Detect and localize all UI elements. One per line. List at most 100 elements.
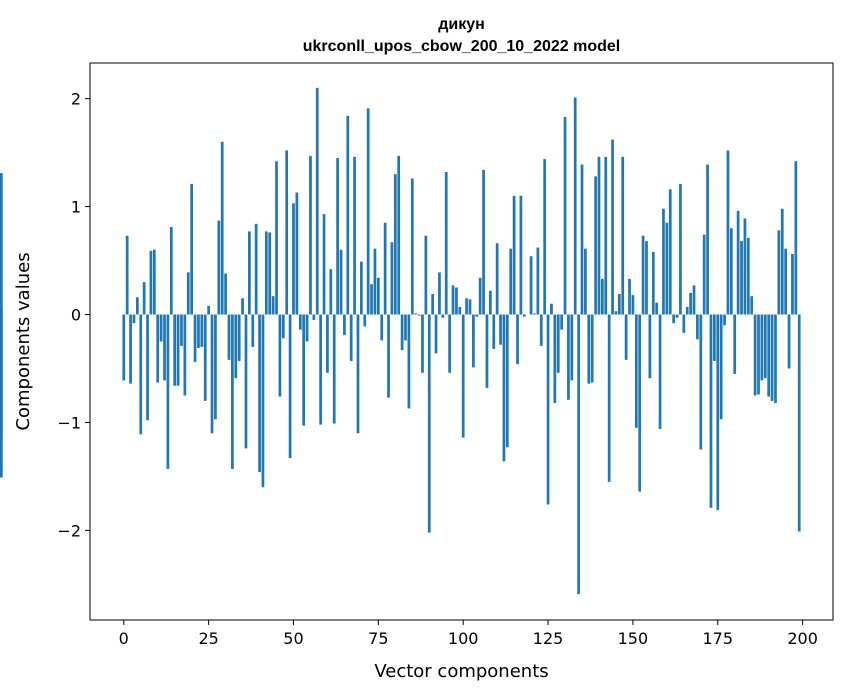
bar-component-161 [669,189,672,314]
bar-component-170 [699,315,702,450]
bar-component-62 [333,315,336,424]
y-tick-label--1: −1 [57,413,81,432]
bar-component-45 [275,161,278,314]
bar-component-197 [791,254,794,314]
bar-component-59 [323,214,326,314]
bar-component-26 [211,315,214,434]
bar-component-48 [285,150,288,314]
bar-component-77 [384,223,387,315]
bar-component-98 [455,288,458,315]
bar-component-125 [547,315,550,505]
bar-component-89 [425,236,428,315]
bar-component-180 [733,315,736,374]
x-tick-label-75: 75 [368,629,388,648]
bar-component-145 [615,311,618,314]
bar-component-188 [761,315,764,381]
bar-component-7 [146,315,149,421]
bar-component-123 [540,315,543,346]
bar-component-158 [659,315,662,429]
bar-component-39 [255,224,258,315]
bar-component-99 [458,307,461,315]
bar-component-82 [401,315,404,351]
bar-component-68 [353,157,356,315]
x-tick-label-200: 200 [787,629,818,648]
x-tick-label-25: 25 [198,629,218,648]
bar-component-199 [798,315,801,532]
bar-component-54 [306,315,309,342]
bar-component-64 [340,250,343,315]
bar-component-178 [727,150,730,314]
bar-component-173 [710,315,713,508]
bar-component-41 [262,315,265,488]
bar-component-148 [625,315,628,360]
bar-component-152 [638,315,641,492]
bar-component-66 [346,116,349,315]
bar-component-118 [523,315,526,317]
bar-component-168 [693,285,696,314]
bar-component-172 [706,164,709,314]
bar-component-140 [598,157,601,315]
bar-component-138 [591,315,594,383]
bar-component-167 [689,293,692,315]
bar-component-73 [370,284,373,314]
bar-component-38 [251,315,254,347]
bar-component-60 [326,315,329,373]
y-tick-label-2: 2 [71,90,81,109]
bar-component-79 [391,242,394,314]
bar-component-95 [445,172,448,314]
bar-component-0 [122,315,125,381]
bar-component-6 [143,282,146,314]
bar-component-97 [452,285,455,314]
bar-component-undefined [0,308,3,314]
bar-component-12 [163,315,166,381]
bar-component-121 [533,313,536,314]
bar-component-169 [696,315,699,340]
bar-component-175 [716,315,719,510]
bar-component-44 [272,296,275,314]
bar-component-40 [258,315,261,473]
bar-component-159 [662,209,665,315]
bar-component-2 [129,315,132,384]
bar-component-195 [784,249,787,315]
bar-component-127 [553,315,556,404]
bar-component-74 [374,249,377,315]
bar-component-171 [703,235,706,315]
bar-component-109 [492,315,495,350]
bar-component-65 [343,315,346,336]
bar-component-37 [248,231,251,314]
bar-component-25 [207,306,210,315]
bar-component-115 [513,196,516,315]
bar-component-13 [167,315,170,469]
bar-component-182 [740,241,743,314]
x-tick-label-0: 0 [119,629,129,648]
bar-component-174 [713,315,716,361]
bar-component-32 [231,315,234,469]
bar-component-70 [360,262,363,315]
bar-component-156 [652,252,655,315]
bar-component-42 [265,231,268,314]
bar-component-86 [414,313,417,314]
bar-component-90 [428,315,431,533]
bar-component-80 [394,174,397,314]
bar-component-52 [299,315,302,330]
bar-component-194 [781,209,784,315]
bar-component-107 [486,315,489,388]
bar-component-undefined [0,173,3,314]
bar-component-4 [136,297,139,314]
bar-component-189 [764,315,767,379]
bar-component-149 [628,279,631,315]
bar-component-165 [682,315,685,333]
bar-component-3 [133,315,136,324]
bar-component-185 [750,296,753,314]
bar-component-56 [312,315,315,320]
bar-component-163 [676,315,679,318]
bar-component-190 [767,315,770,397]
bar-component-105 [479,278,482,315]
bar-component-81 [397,156,400,315]
bar-component-108 [489,291,492,315]
bar-component-192 [774,315,777,404]
bar-component-157 [655,303,658,315]
bar-component-1 [126,236,129,315]
bar-component-150 [632,295,635,314]
bar-component-128 [557,315,560,373]
